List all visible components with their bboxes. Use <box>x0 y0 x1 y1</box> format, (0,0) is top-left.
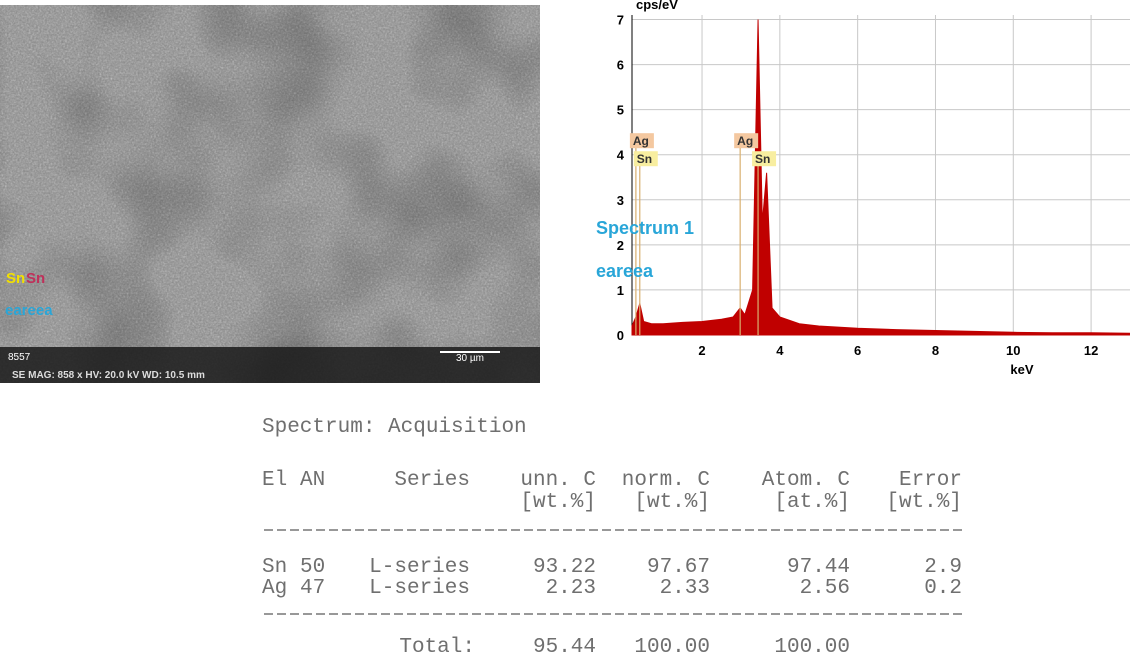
x-tick-label: 6 <box>854 343 861 358</box>
y-tick-label: 6 <box>617 58 624 73</box>
table-cell: Sn <box>262 556 287 579</box>
table-unit: [wt.%] <box>520 491 596 514</box>
peak-label: Ag <box>737 134 753 148</box>
table-cell: 97.67 <box>647 556 710 579</box>
table-cell: 2.9 <box>924 556 962 579</box>
table-cell: 50 <box>300 556 325 579</box>
table-total: 95.44 <box>533 636 596 659</box>
sem-overlay-label: Sn <box>26 270 45 287</box>
table-header: Error <box>899 469 962 492</box>
x-tick-label: 8 <box>932 343 939 358</box>
x-tick-label: 4 <box>776 343 784 358</box>
table-cell: L-series <box>369 556 470 579</box>
peak-label: Ag <box>633 134 649 148</box>
table-header: Series <box>394 469 470 492</box>
table-total: 100.00 <box>634 636 710 659</box>
spectrum-area <box>631 19 1130 336</box>
chart-overlay-text: Spectrum 1 <box>596 218 694 238</box>
table-cell: 2.23 <box>546 577 596 600</box>
x-axis-label: keV <box>1010 362 1033 377</box>
sem-overlay-label: Sn <box>6 270 25 287</box>
table-header: AN <box>300 469 325 492</box>
table-cell: 2.56 <box>800 577 850 600</box>
table-title: Spectrum: Acquisition <box>262 416 527 439</box>
table-cell: 93.22 <box>533 556 596 579</box>
table-header: Atom. C <box>762 469 850 492</box>
sem-image-id: 8557 <box>8 352 31 363</box>
sem-image: Sn Sn eareea 8557 SE MAG: 858 x HV: 20.0… <box>0 5 540 383</box>
y-tick-label: 4 <box>617 148 625 163</box>
sem-footer: SE MAG: 858 x HV: 20.0 kV WD: 10.5 mm <box>12 370 205 381</box>
table-unit: [wt.%] <box>634 491 710 514</box>
table-total: 100.00 <box>774 636 850 659</box>
peak-label: Sn <box>637 152 652 166</box>
y-tick-label: 5 <box>617 103 624 118</box>
scale-bar-label: 30 µm <box>456 353 484 364</box>
table-cell: L-series <box>369 577 470 600</box>
y-tick-label: 0 <box>617 328 624 343</box>
table-cell: 2.33 <box>660 577 710 600</box>
table-cell: 0.2 <box>924 577 962 600</box>
peak-label-bg <box>633 151 658 167</box>
y-axis-label: cps/eV <box>636 0 678 12</box>
chart-overlay-text: eareea <box>596 261 654 281</box>
table-cell: 97.44 <box>787 556 850 579</box>
table-header: El <box>262 469 287 492</box>
table-header: norm. C <box>622 469 710 492</box>
peak-label-bg <box>734 133 759 149</box>
x-tick-label: 2 <box>698 343 705 358</box>
x-tick-label: 12 <box>1084 343 1098 358</box>
results-table: Spectrum: Acquisition El AN Series unn. … <box>262 416 962 659</box>
plot-area <box>632 15 1130 335</box>
sem-overlay-label: eareea <box>5 302 53 319</box>
peak-label: Sn <box>755 152 770 166</box>
table-header: unn. C <box>520 469 596 492</box>
y-tick-label: 1 <box>617 283 624 298</box>
table-cell: Ag <box>262 577 287 600</box>
sem-grains <box>0 5 540 383</box>
y-tick-label: 7 <box>617 13 624 28</box>
peak-label-bg <box>629 133 654 149</box>
peak-label-bg <box>752 151 777 167</box>
y-tick-label: 3 <box>617 193 624 208</box>
table-unit: [wt.%] <box>886 491 962 514</box>
table-unit: [at.%] <box>774 491 850 514</box>
y-tick-label: 2 <box>617 238 624 253</box>
table-cell: 47 <box>300 577 325 600</box>
x-tick-label: 10 <box>1006 343 1020 358</box>
table-total-label: Total: <box>399 636 475 659</box>
